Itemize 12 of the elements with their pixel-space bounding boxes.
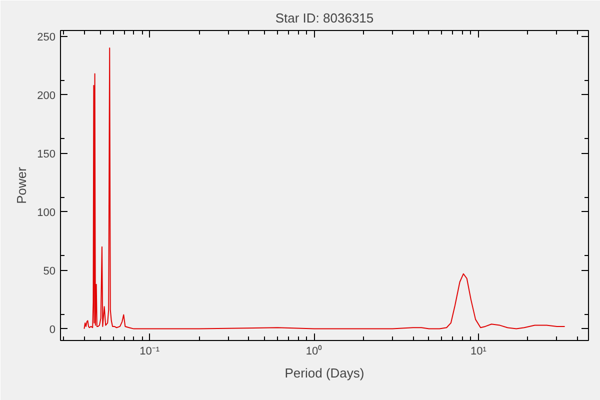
y-tick-label: 100 [37,206,56,219]
chart-title: Star ID: 8036315 [275,10,374,26]
x-tick-label: 10⁰ [306,344,322,358]
y-tick-label: 150 [37,148,56,160]
x-axis-title: Period (Days) [284,366,364,380]
x-tick-label: 10¹ [470,346,487,358]
x-tick-label: 10⁻¹ [140,346,160,358]
y-tick-label: 200 [37,90,56,102]
y-tick-label: 250 [37,31,56,44]
y-axis-title: Power [14,166,30,204]
y-tick-label: 0 [49,324,56,336]
y-tick-label: 50 [43,265,56,278]
